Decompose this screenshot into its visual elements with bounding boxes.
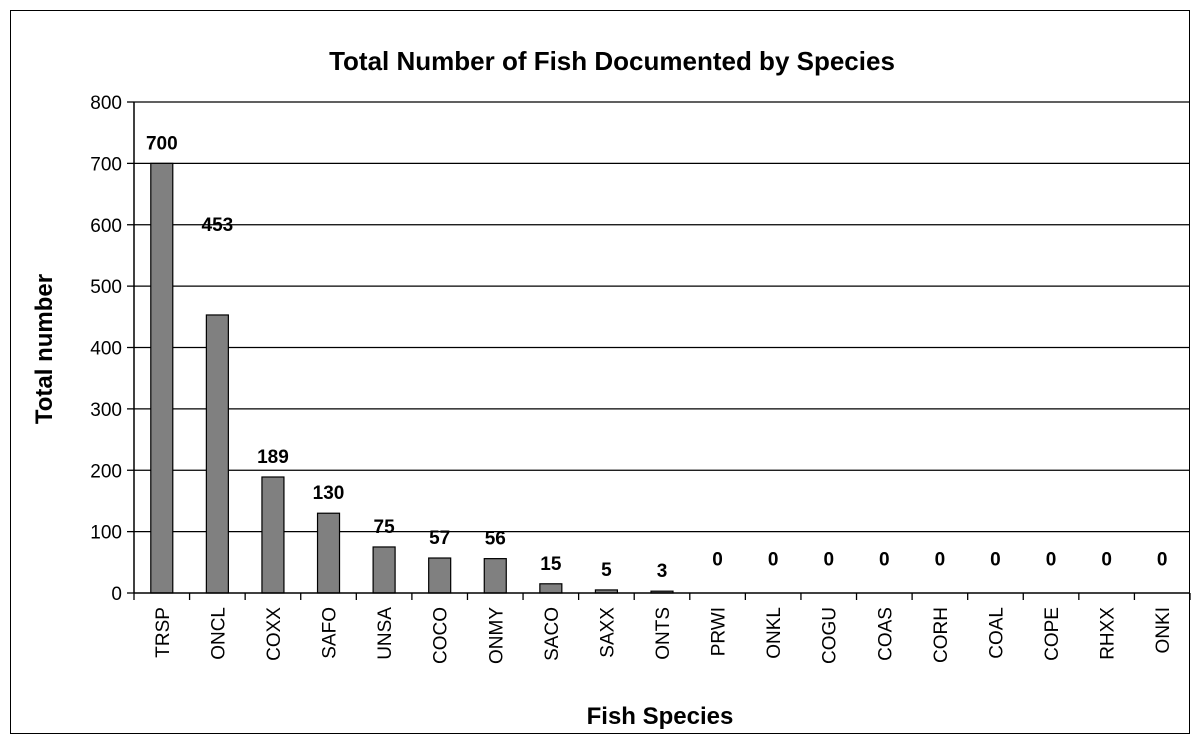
x-tick-label-saco: SACO <box>542 607 563 661</box>
bar-trsp <box>150 162 174 594</box>
y-tick-label: 700 <box>90 154 122 175</box>
y-tick-label: 800 <box>90 93 122 114</box>
x-tick-label-cope: COPE <box>1042 607 1063 661</box>
data-labels: 700 453 189 130 75 57 56 15 5 3 0 0 0 0 0 0 0 0 0 <box>146 133 1168 582</box>
x-tick-label-cogu: COGU <box>820 607 841 664</box>
x-tick-label-safo: SAFO <box>320 607 341 659</box>
data-label-coal: 0 <box>990 549 1001 570</box>
x-tick-label-unsa: UNSA <box>375 607 396 660</box>
x-axis-ticks: TRSP ONCL COXX SAFO UNSA COCO ONMY SACO SAXX ONTS… <box>133 593 1191 664</box>
bar-safo <box>316 512 341 594</box>
y-axis-ticks: 0 100 200 300 400 500 600 700 800 <box>90 93 134 605</box>
y-tick-label: 500 <box>90 277 122 298</box>
y-tick-label: 100 <box>90 523 122 544</box>
x-tick-label-onki: ONKI <box>1153 607 1174 653</box>
x-tick-label-trsp: TRSP <box>153 607 174 658</box>
gridlines <box>134 101 1190 533</box>
data-label-corh: 0 <box>935 549 946 570</box>
y-tick-label: 300 <box>90 400 122 421</box>
x-tick-label-prwi: PRWI <box>709 607 730 656</box>
data-label-cope: 0 <box>1046 549 1057 570</box>
x-tick-label-corh: CORH <box>931 607 952 663</box>
bar-oncl <box>205 314 229 594</box>
x-tick-label-saxx: SAXX <box>597 607 618 658</box>
bar-onmy <box>483 558 507 594</box>
data-label-oncl: 453 <box>202 215 234 236</box>
data-label-coco: 57 <box>429 528 450 549</box>
data-label-unsa: 75 <box>374 517 396 538</box>
bars <box>150 162 674 594</box>
y-tick-label: 400 <box>90 339 122 360</box>
x-tick-label-onts: ONTS <box>653 607 674 660</box>
y-tick-label: 200 <box>90 461 122 482</box>
chart-title: Total Number of Fish Documented by Speci… <box>329 46 895 76</box>
bar-unsa <box>372 546 396 594</box>
data-label-onkl: 0 <box>768 549 779 570</box>
data-label-safo: 130 <box>313 483 345 504</box>
y-tick-label: 600 <box>90 216 122 237</box>
data-label-onmy: 56 <box>485 529 506 550</box>
axes <box>133 102 1190 594</box>
x-tick-label-onmy: ONMY <box>486 607 507 664</box>
y-tick-label: 0 <box>111 584 122 605</box>
x-tick-label-coxx: COXX <box>264 607 285 661</box>
data-label-trsp: 700 <box>146 133 178 154</box>
bar-saco <box>539 583 563 594</box>
data-label-saxx: 5 <box>601 560 612 581</box>
x-tick-label-coas: COAS <box>875 607 896 661</box>
data-label-prwi: 0 <box>712 549 723 570</box>
x-axis-label: Fish Species <box>587 703 734 730</box>
bar-coco <box>428 557 452 594</box>
data-label-onts: 3 <box>657 561 668 582</box>
y-axis-label: Total number <box>31 274 58 424</box>
x-tick-label-coco: COCO <box>431 607 452 664</box>
x-tick-label-rhxx: RHXX <box>1098 607 1119 660</box>
data-label-saco: 15 <box>540 554 562 575</box>
x-tick-label-oncl: ONCL <box>208 607 229 660</box>
data-label-coxx: 189 <box>257 447 289 468</box>
data-label-cogu: 0 <box>823 549 834 570</box>
data-label-onki: 0 <box>1157 549 1168 570</box>
data-label-rhxx: 0 <box>1101 549 1112 570</box>
x-tick-label-onkl: ONKL <box>764 607 785 659</box>
x-tick-label-coal: COAL <box>986 607 1007 659</box>
data-label-coas: 0 <box>879 549 890 570</box>
bar-coxx <box>261 476 285 594</box>
